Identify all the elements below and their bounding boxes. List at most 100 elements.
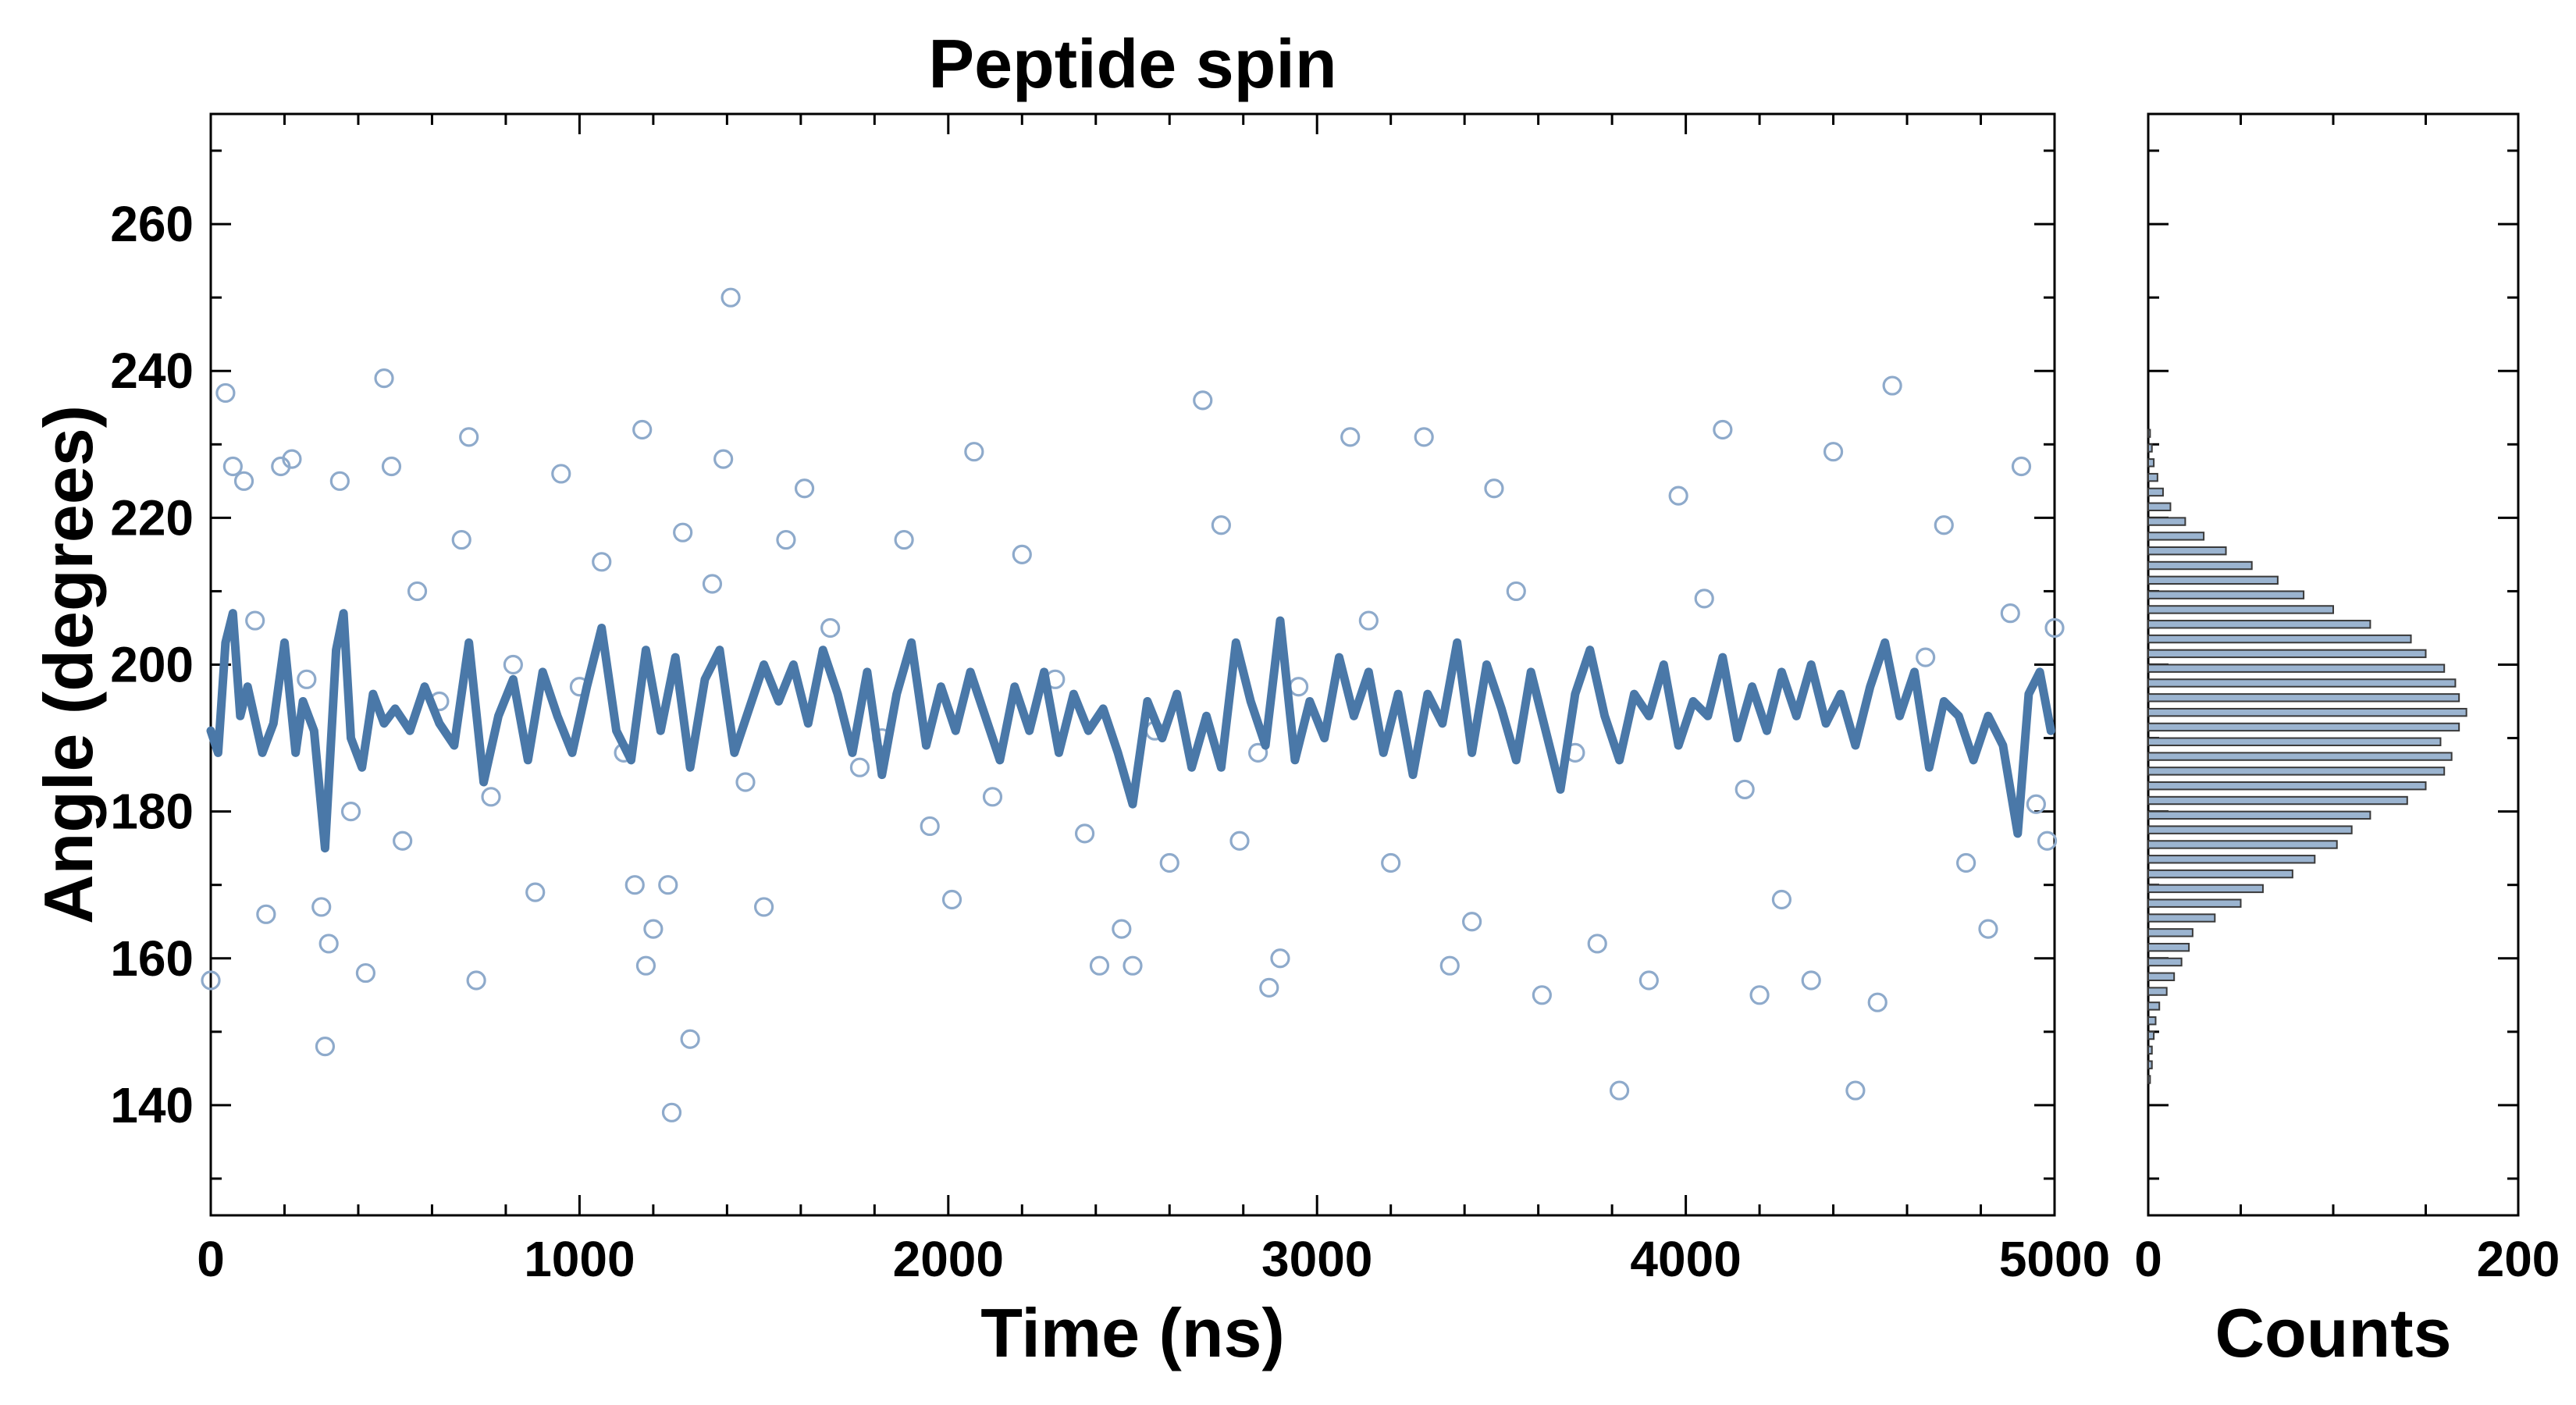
scatter-point — [318, 934, 339, 954]
histogram-bar — [2147, 869, 2293, 879]
scatter-point — [1159, 852, 1179, 873]
scatter-point — [702, 574, 723, 594]
histogram-bar — [2147, 517, 2186, 526]
scatter-point — [1484, 478, 1504, 499]
y-tick-label: 200 — [110, 637, 194, 693]
scatter-point — [381, 456, 402, 477]
histogram-panel: 0 200 — [2134, 112, 2560, 1287]
histogram-bar — [2147, 825, 2353, 834]
scatter-point — [451, 529, 471, 550]
histogram-bar — [2147, 605, 2334, 614]
x-tick-label: 3000 — [1261, 1231, 1372, 1287]
scatter-point — [1978, 919, 1998, 939]
trend-line — [206, 609, 2055, 853]
scatter-point — [2026, 794, 2046, 814]
scatter-point — [393, 831, 413, 851]
scatter-point — [311, 897, 332, 917]
scatter-point — [1694, 589, 1714, 609]
scatter-point — [329, 471, 350, 491]
histogram-bar — [2147, 532, 2205, 541]
scatter-point — [1074, 823, 1095, 844]
scatter-point — [713, 449, 734, 469]
x-tick-label: 1000 — [524, 1231, 635, 1287]
scatter-point — [215, 382, 236, 404]
scatter-point — [1845, 1080, 1866, 1101]
histogram-bar — [2147, 693, 2460, 702]
main-plot-frame — [209, 112, 2056, 1217]
scatter-point — [735, 772, 756, 792]
histogram-bar — [2147, 928, 2194, 937]
scatter-point — [1259, 977, 1279, 998]
histogram-bar — [2147, 1030, 2155, 1040]
y-tick-label: 260 — [110, 196, 194, 252]
scatter-point — [1823, 442, 1844, 462]
scatter-point — [1638, 970, 1659, 991]
scatter-point — [459, 427, 479, 447]
y-tick-label: 220 — [110, 489, 194, 546]
histogram-x-axis-label: Counts — [2215, 1294, 2451, 1371]
scatter-point — [1462, 912, 1482, 932]
scatter-point — [1867, 992, 1888, 1012]
scatter-point — [340, 802, 361, 822]
scatter-point — [245, 610, 265, 631]
scatter-point — [820, 617, 841, 638]
y-tick-label: 160 — [110, 930, 194, 987]
scatter-point — [1211, 515, 1231, 535]
histogram-bar — [2147, 634, 2412, 644]
scatter-point — [941, 889, 962, 910]
scatter-point — [503, 654, 523, 675]
scatter-point — [1112, 919, 1132, 939]
scatter-point — [680, 1029, 700, 1049]
scatter-point — [374, 368, 394, 389]
scatter-point — [1916, 647, 1936, 667]
scatter-point — [1882, 375, 1902, 396]
scatter-point — [466, 970, 486, 991]
scatter-point — [1123, 955, 1143, 976]
scatter-point — [2044, 617, 2065, 638]
scatter-point — [256, 904, 276, 924]
histogram-bar — [2147, 722, 2460, 732]
histogram-bar — [2147, 855, 2316, 864]
scatter-point — [1439, 955, 1460, 976]
x-tick-label: 5000 — [1999, 1231, 2110, 1287]
y-tick-label: 180 — [110, 784, 194, 840]
y-tick-label: 140 — [110, 1077, 194, 1133]
histogram-bar — [2147, 957, 2183, 967]
scatter-point — [1735, 779, 1755, 800]
scatter-point — [1012, 544, 1032, 565]
scatter-point — [1089, 955, 1110, 976]
scatter-point — [2011, 456, 2032, 477]
histogram-bar — [2147, 678, 2457, 688]
scatter-point — [964, 442, 984, 462]
histogram-bar — [2147, 810, 2371, 820]
histogram-bar — [2147, 502, 2172, 511]
scatter-point — [658, 875, 678, 895]
histogram-bar — [2147, 443, 2153, 453]
histogram-bar — [2147, 781, 2427, 791]
x-tick-label: 0 — [197, 1231, 225, 1287]
scatter-point — [982, 787, 1003, 807]
scatter-point — [1801, 970, 1821, 991]
histogram-bar — [2147, 663, 2446, 673]
scatter-point — [920, 816, 940, 837]
histogram-bar — [2147, 649, 2427, 659]
x-tick-label: 2000 — [893, 1231, 1004, 1287]
scatter-point — [525, 882, 546, 902]
histogram-bar — [2147, 913, 2216, 923]
histogram-bar — [2147, 560, 2253, 571]
scatter-point — [407, 581, 428, 602]
scatter-point — [776, 529, 796, 550]
histogram-bar — [2147, 884, 2264, 894]
scatter-point — [233, 471, 254, 491]
scatter-point — [222, 456, 243, 477]
histogram-bar — [2147, 767, 2446, 776]
scatter-point — [2037, 831, 2058, 851]
histogram-bar — [2147, 898, 2242, 908]
histogram-bar — [2147, 737, 2442, 746]
scatter-point — [1288, 677, 1309, 697]
scatter-point — [1713, 419, 1733, 440]
scatter-point — [282, 449, 302, 469]
scatter-point — [1193, 390, 1213, 411]
scatter-point — [635, 955, 656, 976]
histogram-bar — [2147, 1016, 2157, 1026]
